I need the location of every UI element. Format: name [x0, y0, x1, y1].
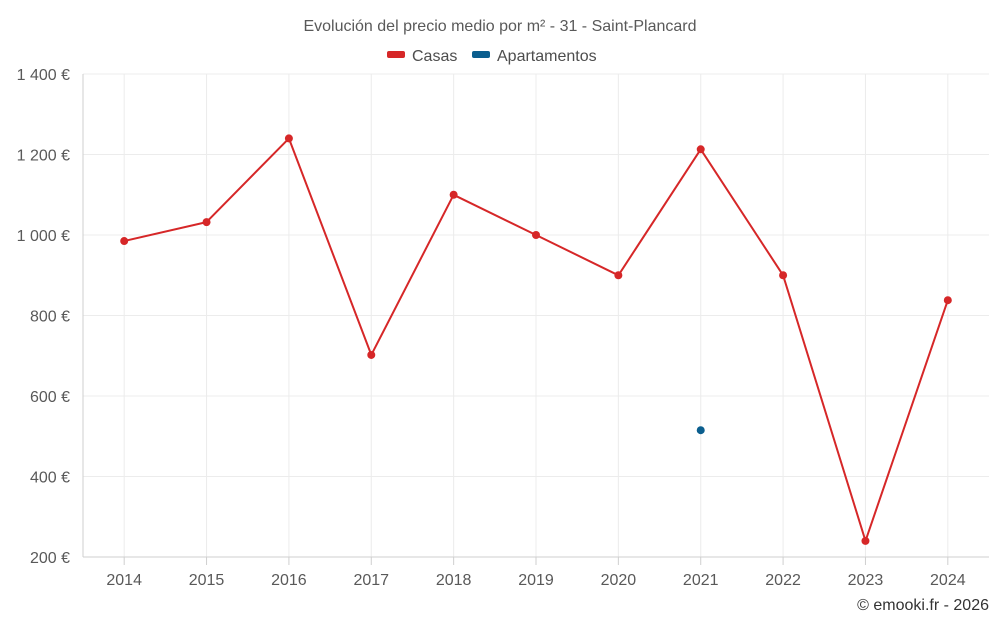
data-point-casas-2016[interactable]	[284, 134, 293, 143]
legend: Casas Apartamentos	[387, 48, 597, 65]
y-tick-label: 200 €	[30, 550, 70, 567]
data-point-casas-2014[interactable]	[120, 237, 129, 246]
legend-swatch-apartamentos	[472, 51, 490, 58]
grid	[83, 73, 989, 557]
data-point-casas-2022[interactable]	[779, 271, 788, 280]
y-tick-label: 800 €	[30, 309, 70, 326]
y-tick-label: 1 000 €	[17, 228, 70, 245]
x-tick-label: 2017	[353, 572, 389, 589]
credit-text: © emooki.fr - 2026	[857, 597, 989, 614]
data-point-apartamentos-2021[interactable]	[696, 426, 705, 435]
x-tick-label: 2024	[930, 572, 966, 589]
axes	[82, 74, 989, 565]
data-point-casas-2024[interactable]	[943, 296, 952, 305]
data-point-casas-2023[interactable]	[861, 536, 870, 545]
legend-swatch-casas	[387, 51, 405, 58]
data-point-casas-2021[interactable]	[696, 145, 705, 154]
data-point-casas-2018[interactable]	[449, 190, 458, 199]
y-tick-label: 1 400 €	[17, 67, 70, 84]
x-tick-label: 2018	[436, 572, 472, 589]
chart-title: Evolución del precio medio por m² - 31 -…	[303, 18, 696, 35]
x-axis-ticks: 2014 2015 2016 2017 2018 2019 2020 2021 2022 2023…	[106, 572, 965, 589]
y-tick-label: 400 €	[30, 470, 70, 487]
data-point-casas-2017[interactable]	[367, 350, 376, 359]
x-tick-label: 2019	[518, 572, 554, 589]
y-axis-ticks: 200 € 400 € 600 € 800 € 1 000 € 1 200 € 1 400 …	[17, 67, 70, 567]
x-tick-label: 2023	[848, 572, 884, 589]
data-point-casas-2019[interactable]	[532, 231, 540, 239]
y-tick-label: 600 €	[30, 389, 70, 406]
legend-item-casas[interactable]: Casas	[387, 48, 457, 65]
y-tick-label: 1 200 €	[17, 148, 70, 165]
x-tick-label: 2015	[189, 572, 225, 589]
legend-label-casas: Casas	[412, 48, 457, 65]
x-tick-label: 2021	[683, 572, 719, 589]
legend-label-apartamentos: Apartamentos	[497, 48, 597, 65]
data-point-casas-2020[interactable]	[614, 271, 623, 280]
x-tick-label: 2014	[106, 572, 142, 589]
series	[120, 134, 952, 545]
legend-item-apartamentos[interactable]: Apartamentos	[472, 48, 597, 65]
x-tick-label: 2022	[765, 572, 801, 589]
x-tick-label: 2020	[601, 572, 637, 589]
data-point-casas-2015[interactable]	[202, 218, 211, 227]
x-tick-label: 2016	[271, 572, 307, 589]
